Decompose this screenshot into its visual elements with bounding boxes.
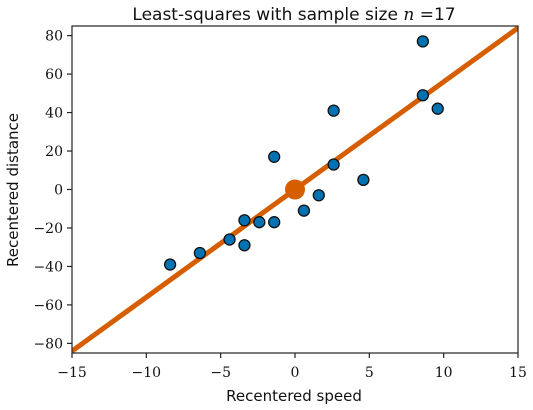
title-variable: n [403, 5, 414, 25]
y-tick-label: 20 [45, 144, 63, 160]
data-point [431, 102, 444, 115]
y-axis-label: Recentered distance [4, 113, 22, 267]
data-point [253, 216, 266, 229]
data-point [223, 233, 236, 246]
data-point [268, 150, 281, 163]
data-point [416, 89, 430, 102]
y-tick-label: −80 [33, 336, 63, 352]
data-point [238, 239, 251, 252]
data-point [268, 216, 281, 229]
y-tick-label: 40 [45, 106, 63, 122]
x-tick-label: −10 [132, 365, 162, 381]
plot-area [72, 26, 518, 353]
x-axis-label: Recentered speed [226, 387, 362, 405]
chart-title: Least-squares with sample size n =17 [132, 5, 455, 25]
y-tick-label: −20 [33, 221, 63, 237]
x-tick-label: 0 [291, 365, 300, 381]
data-point [163, 258, 177, 271]
x-tick-label: 5 [365, 365, 374, 381]
y-tick-label: 80 [45, 29, 63, 45]
title-suffix: =17 [414, 5, 455, 25]
data-point [416, 35, 430, 48]
data-point [193, 246, 207, 260]
svg-text:Least-squares with sample size: Least-squares with sample size n =17 [132, 5, 455, 25]
data-point [312, 189, 325, 202]
x-tick-label: −5 [210, 365, 231, 381]
axes: −15 −10 −5 0 5 10 15 −80 −60 −40 −20 0 20 40 60 80 [33, 25, 527, 381]
y-tick-label: −40 [33, 259, 63, 275]
x-tick-label: −15 [57, 365, 87, 381]
y-tick-label: −60 [33, 298, 63, 314]
data-point [297, 204, 311, 217]
x-tick-label: 10 [435, 365, 453, 381]
data-point [357, 173, 370, 187]
title-prefix: Least-squares with sample size [132, 5, 403, 25]
y-tick-label: 0 [54, 183, 63, 199]
data-point [327, 104, 340, 117]
y-tick-label: 60 [45, 67, 63, 83]
centroid-point [285, 179, 305, 200]
data-point [327, 158, 340, 171]
x-tick-label: 15 [509, 365, 527, 381]
data-point [238, 214, 251, 227]
